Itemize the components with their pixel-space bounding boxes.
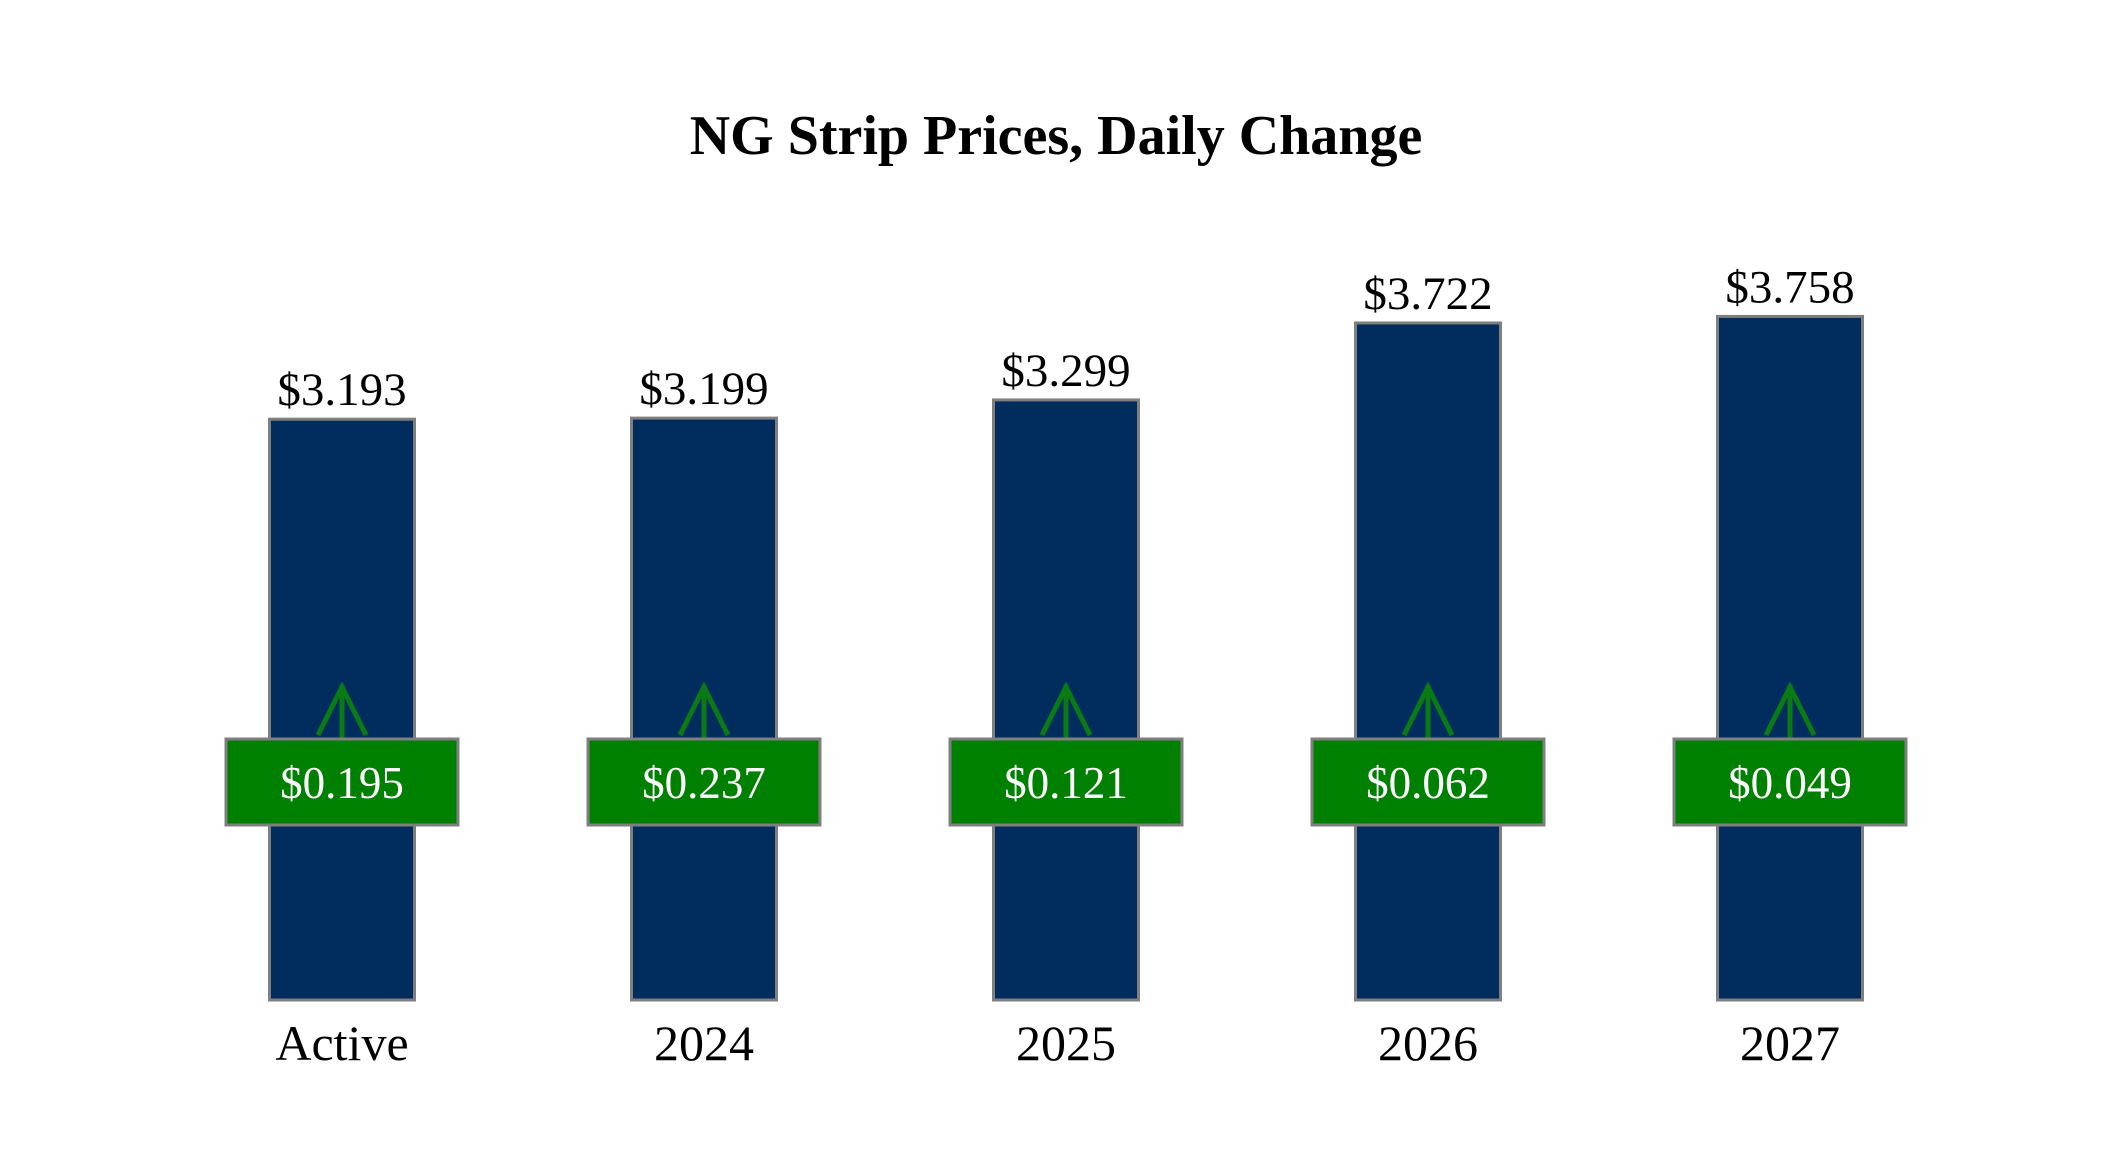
arrow-head bbox=[1763, 681, 1817, 737]
bar bbox=[1354, 321, 1502, 1002]
category-label: 2025 bbox=[1016, 1015, 1116, 1071]
arrow-head bbox=[1401, 681, 1455, 737]
up-arrow-icon bbox=[1039, 681, 1093, 739]
change-box bbox=[224, 737, 460, 827]
bars-layer: $3.193 Active $0.195 $3.199 2024 $0.237 $3.299… bbox=[224, 261, 1908, 1071]
price-label: $3.722 bbox=[1363, 268, 1492, 320]
category-label: 2026 bbox=[1378, 1015, 1478, 1071]
chart-title: NG Strip Prices, Daily Change bbox=[690, 105, 1423, 167]
change-label: $0.049 bbox=[1728, 758, 1852, 808]
change-label: $0.062 bbox=[1366, 758, 1490, 808]
change-box bbox=[1672, 737, 1908, 827]
price-label: $3.199 bbox=[639, 363, 768, 415]
up-arrow-icon bbox=[1401, 681, 1455, 739]
category-label: 2024 bbox=[654, 1015, 754, 1071]
arrow-head bbox=[315, 681, 369, 737]
up-arrow-icon bbox=[1763, 681, 1817, 739]
change-box bbox=[948, 737, 1184, 827]
price-label: $3.299 bbox=[1001, 345, 1130, 397]
change-label: $0.237 bbox=[642, 758, 766, 808]
category-label: 2027 bbox=[1740, 1015, 1840, 1071]
change-box bbox=[586, 737, 822, 827]
arrow-head bbox=[677, 681, 731, 737]
price-label: $3.193 bbox=[277, 364, 406, 416]
change-label: $0.195 bbox=[280, 758, 404, 808]
up-arrow-icon bbox=[315, 681, 369, 739]
up-arrow-icon bbox=[677, 681, 731, 739]
price-label: $3.758 bbox=[1725, 261, 1854, 313]
arrow-head bbox=[1039, 681, 1093, 737]
category-label: Active bbox=[275, 1015, 408, 1071]
change-box bbox=[1310, 737, 1546, 827]
change-label: $0.121 bbox=[1004, 758, 1128, 808]
bar bbox=[1716, 314, 1864, 1002]
